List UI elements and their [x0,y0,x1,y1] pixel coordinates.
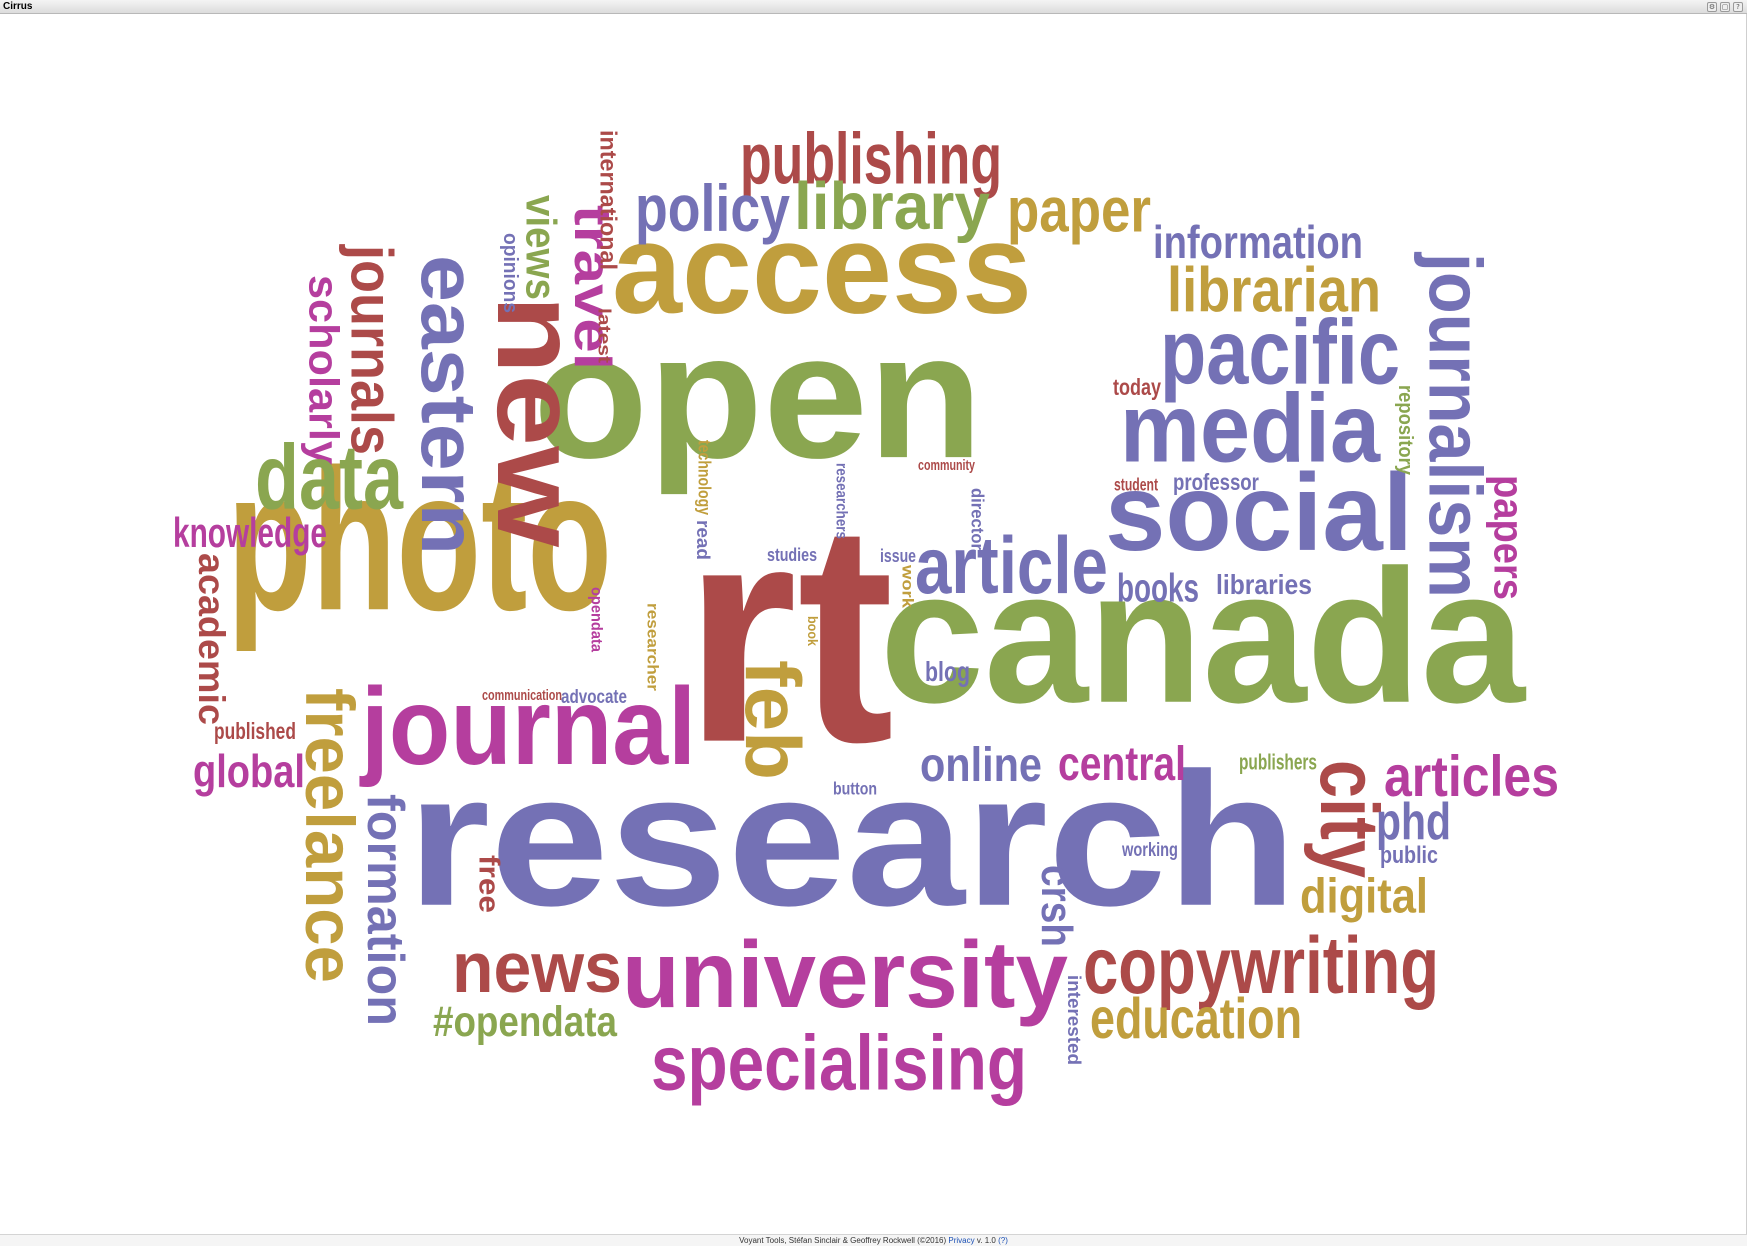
cloud-word-knowledge[interactable]: knowledge [173,509,327,556]
cloud-word-city[interactable]: city [1302,760,1395,878]
cloud-word-rt[interactable]: rt [684,458,894,807]
cloud-word-copywriting[interactable]: copywriting [1083,921,1439,1011]
cloud-word-phd[interactable]: phd [1376,792,1451,850]
cloud-word-interested[interactable]: interested [1064,975,1085,1065]
cloud-word-libraries[interactable]: libraries [1216,569,1312,601]
cloud-word-academic[interactable]: academic [191,553,232,725]
cloud-word-researchers[interactable]: researchers [832,463,849,539]
cloud-word-communication[interactable]: communication [482,686,562,703]
cloud-word-views[interactable]: views [517,195,565,300]
cloud-word-open[interactable]: open [533,296,983,495]
footer: Voyant Tools, Stéfan Sinclair & Geoffrey… [0,1234,1747,1246]
cloud-word-library[interactable]: library [794,169,991,243]
gear-icon[interactable]: ⚙ [1707,2,1717,12]
cloud-word-today[interactable]: today [1113,375,1161,401]
cloud-word-read[interactable]: read [693,520,714,560]
title-bar: Cirrus ⚙ ▢ ? [0,0,1747,14]
cloud-word-scholarly[interactable]: scholarly [301,275,347,465]
cloud-word-director[interactable]: director [968,488,987,550]
cloud-word-university[interactable]: university [622,922,1068,1027]
cloud-word-feb[interactable]: feb [729,660,817,780]
cloud-word-article[interactable]: article [915,521,1108,611]
cloud-word-specialising[interactable]: specialising [651,1020,1027,1107]
cloud-word-publishers[interactable]: publishers [1239,751,1317,775]
cloud-word-journal[interactable]: journal [359,666,696,788]
cloud-word-blog[interactable]: blog [925,658,970,688]
cloud-word-researcher[interactable]: researcher [644,603,662,692]
cloud-word-working[interactable]: working [1121,838,1178,861]
cloud-word-professor[interactable]: professor [1173,470,1259,495]
cloud-word-travel[interactable]: travel [563,205,621,370]
cloud-word-new[interactable]: new [474,295,603,548]
cloud-word-latest[interactable]: latest [594,308,613,364]
cloud-word-access[interactable]: access [612,196,1032,340]
cloud-word-news[interactable]: news [452,927,622,1007]
cloud-word-publishing[interactable]: publishing [740,119,1002,199]
cloud-word-canada[interactable]: canada [880,530,1526,742]
cloud-word-international[interactable]: international [596,130,622,270]
cloud-word-social[interactable]: social [1105,452,1413,574]
cloud-word-policy[interactable]: policy [635,172,790,245]
cloud-word-freelance[interactable]: freelance [291,688,368,983]
privacy-link[interactable]: Privacy [948,1236,975,1245]
cloud-word-advocate[interactable]: advocate [561,685,627,707]
cloud-word-studies[interactable]: studies [767,545,817,565]
cloud-word-books[interactable]: books [1117,567,1199,611]
cloud-word-opendata[interactable]: opendata [587,587,605,652]
cloud-word-central[interactable]: central [1058,737,1186,791]
cloud-word-work[interactable]: work [899,564,918,608]
cloud-word-opinions[interactable]: opinions [499,233,522,313]
cloud-word-repository[interactable]: repository [1394,385,1417,475]
cloud-word-media[interactable]: media [1120,373,1381,482]
cloud-word-issue[interactable]: issue [880,546,916,566]
cloud-word-opendata[interactable]: #opendata [433,999,618,1046]
cloud-word-journalism[interactable]: journalism [1413,251,1497,598]
cloud-word-published[interactable]: published [214,720,296,745]
cloud-word-research[interactable]: research [407,733,1297,945]
cloud-word-pacific[interactable]: pacific [1160,301,1400,404]
cloud-word-photo[interactable]: photo [227,428,612,653]
footer-credit: Voyant Tools, Stéfan Sinclair & Geoffrey… [739,1236,947,1245]
cloud-word-public[interactable]: public [1380,841,1438,868]
cirrus-panel [0,14,1747,1234]
cloud-word-data[interactable]: data [255,425,404,529]
cloud-word-articles[interactable]: articles [1384,745,1559,809]
window-tools: ⚙ ▢ ? [1707,2,1743,12]
cloud-word-global[interactable]: global [193,746,305,797]
cloud-word-paper[interactable]: paper [1007,175,1151,245]
cloud-word-digital[interactable]: digital [1300,868,1428,923]
help-link[interactable]: (?) [998,1236,1008,1245]
cloud-word-free[interactable]: free [473,855,504,913]
cloud-word-technology[interactable]: technology [694,440,713,515]
cloud-word-librarian[interactable]: librarian [1167,256,1381,326]
help-icon[interactable]: ? [1733,2,1743,12]
cloud-word-crsh[interactable]: crsh [1032,865,1081,947]
maximize-icon[interactable]: ▢ [1720,2,1730,12]
cloud-word-information[interactable]: information [1153,217,1363,268]
cloud-word-book[interactable]: book [805,616,821,647]
footer-version: v. 1.0 [976,1236,996,1245]
cloud-word-journals[interactable]: journals [338,244,405,455]
cloud-word-community[interactable]: community [918,456,976,473]
cloud-word-papers[interactable]: papers [1485,475,1531,600]
cloud-word-eastern[interactable]: eastern [405,255,493,555]
cloud-word-online[interactable]: online [920,737,1042,792]
cloud-word-student[interactable]: student [1114,475,1158,495]
window-title: Cirrus [3,1,33,12]
cloud-word-button[interactable]: button [833,780,877,799]
cloud-word-formation[interactable]: formation [357,794,415,1026]
cloud-word-education[interactable]: education [1090,985,1302,1050]
